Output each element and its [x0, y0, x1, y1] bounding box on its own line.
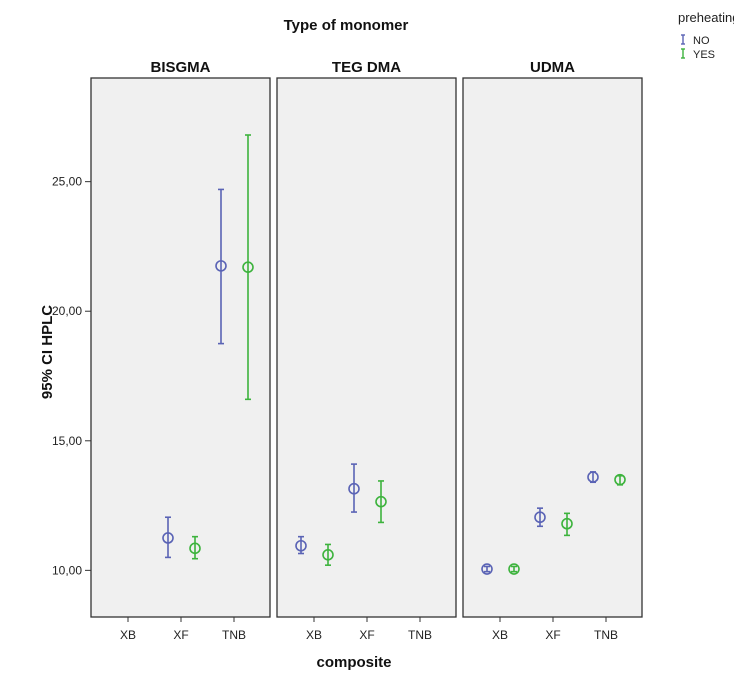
panel-title: UDMA — [530, 59, 575, 76]
panel-title: TEG DMA — [332, 59, 401, 76]
mean-marker — [215, 260, 227, 272]
legend-entry-yes: YES — [681, 48, 715, 61]
x-axis-label: composite — [316, 654, 391, 671]
x-tick-label: XB — [492, 628, 508, 642]
x-tick-label: TNB — [408, 628, 432, 642]
mean-marker — [614, 473, 626, 486]
error-bar-yes-xf — [561, 512, 573, 537]
error-bar-no-xf — [348, 463, 360, 513]
error-bar-no-xb — [481, 563, 493, 575]
legend: preheating NO YES — [678, 10, 734, 61]
mean-marker — [561, 517, 573, 530]
mean-marker — [508, 563, 520, 575]
panel-bisgma: BISGMA XB XF TNB — [90, 59, 271, 642]
x-tick-label: XB — [120, 628, 136, 642]
error-bar-yes-xb — [322, 543, 334, 566]
mean-marker — [348, 482, 360, 495]
x-tick-label: XB — [306, 628, 322, 642]
y-axis: 10,00 15,00 20,00 25,00 — [52, 175, 91, 577]
y-tick-label: 15,00 — [52, 434, 82, 448]
mean-marker — [162, 532, 174, 544]
error-bar-no-xb — [295, 535, 307, 555]
x-tick-label: XF — [173, 628, 188, 642]
panel-plot-area — [90, 77, 271, 618]
mean-marker — [242, 261, 254, 273]
y-tick-label: 25,00 — [52, 175, 82, 189]
legend-label: YES — [693, 49, 715, 61]
legend-label: NO — [693, 35, 710, 47]
x-tick-label: XF — [359, 628, 374, 642]
y-tick-label: 10,00 — [52, 563, 82, 577]
error-bar-no-xf — [162, 516, 174, 559]
panel-udma: UDMA XB XF TNB — [462, 59, 643, 642]
legend-title: preheating — [678, 10, 734, 25]
error-bar-yes-xf — [375, 480, 387, 524]
mean-marker — [587, 471, 599, 483]
error-bar-yes-xf — [189, 535, 201, 560]
error-bar-yes-tnb — [614, 473, 626, 486]
error-bar-no-tnb — [587, 471, 599, 484]
error-bar-no-xf — [534, 507, 546, 528]
panel-teg-dma: TEG DMA XB XF TNB — [276, 59, 457, 642]
panel-plot-area — [462, 77, 643, 618]
mean-marker — [481, 563, 493, 575]
x-tick-label: TNB — [594, 628, 618, 642]
panel-plot-area — [276, 77, 457, 618]
mean-marker — [322, 549, 334, 561]
mean-marker — [189, 542, 201, 555]
facet-title: Type of monomer — [284, 17, 409, 34]
error-bar-yes-xb — [508, 563, 520, 575]
y-tick-label: 20,00 — [52, 304, 82, 318]
mean-marker — [375, 495, 387, 508]
y-axis-label: 95% CI HPLC — [39, 305, 56, 399]
x-tick-label: XF — [545, 628, 560, 642]
x-tick-label: TNB — [222, 628, 246, 642]
mean-marker — [534, 511, 546, 524]
legend-entry-no: NO — [681, 34, 710, 47]
mean-marker — [295, 539, 307, 552]
error-bar-no-tnb — [215, 188, 227, 345]
error-bar-yes-tnb — [242, 134, 254, 401]
panel-title: BISGMA — [151, 59, 211, 76]
